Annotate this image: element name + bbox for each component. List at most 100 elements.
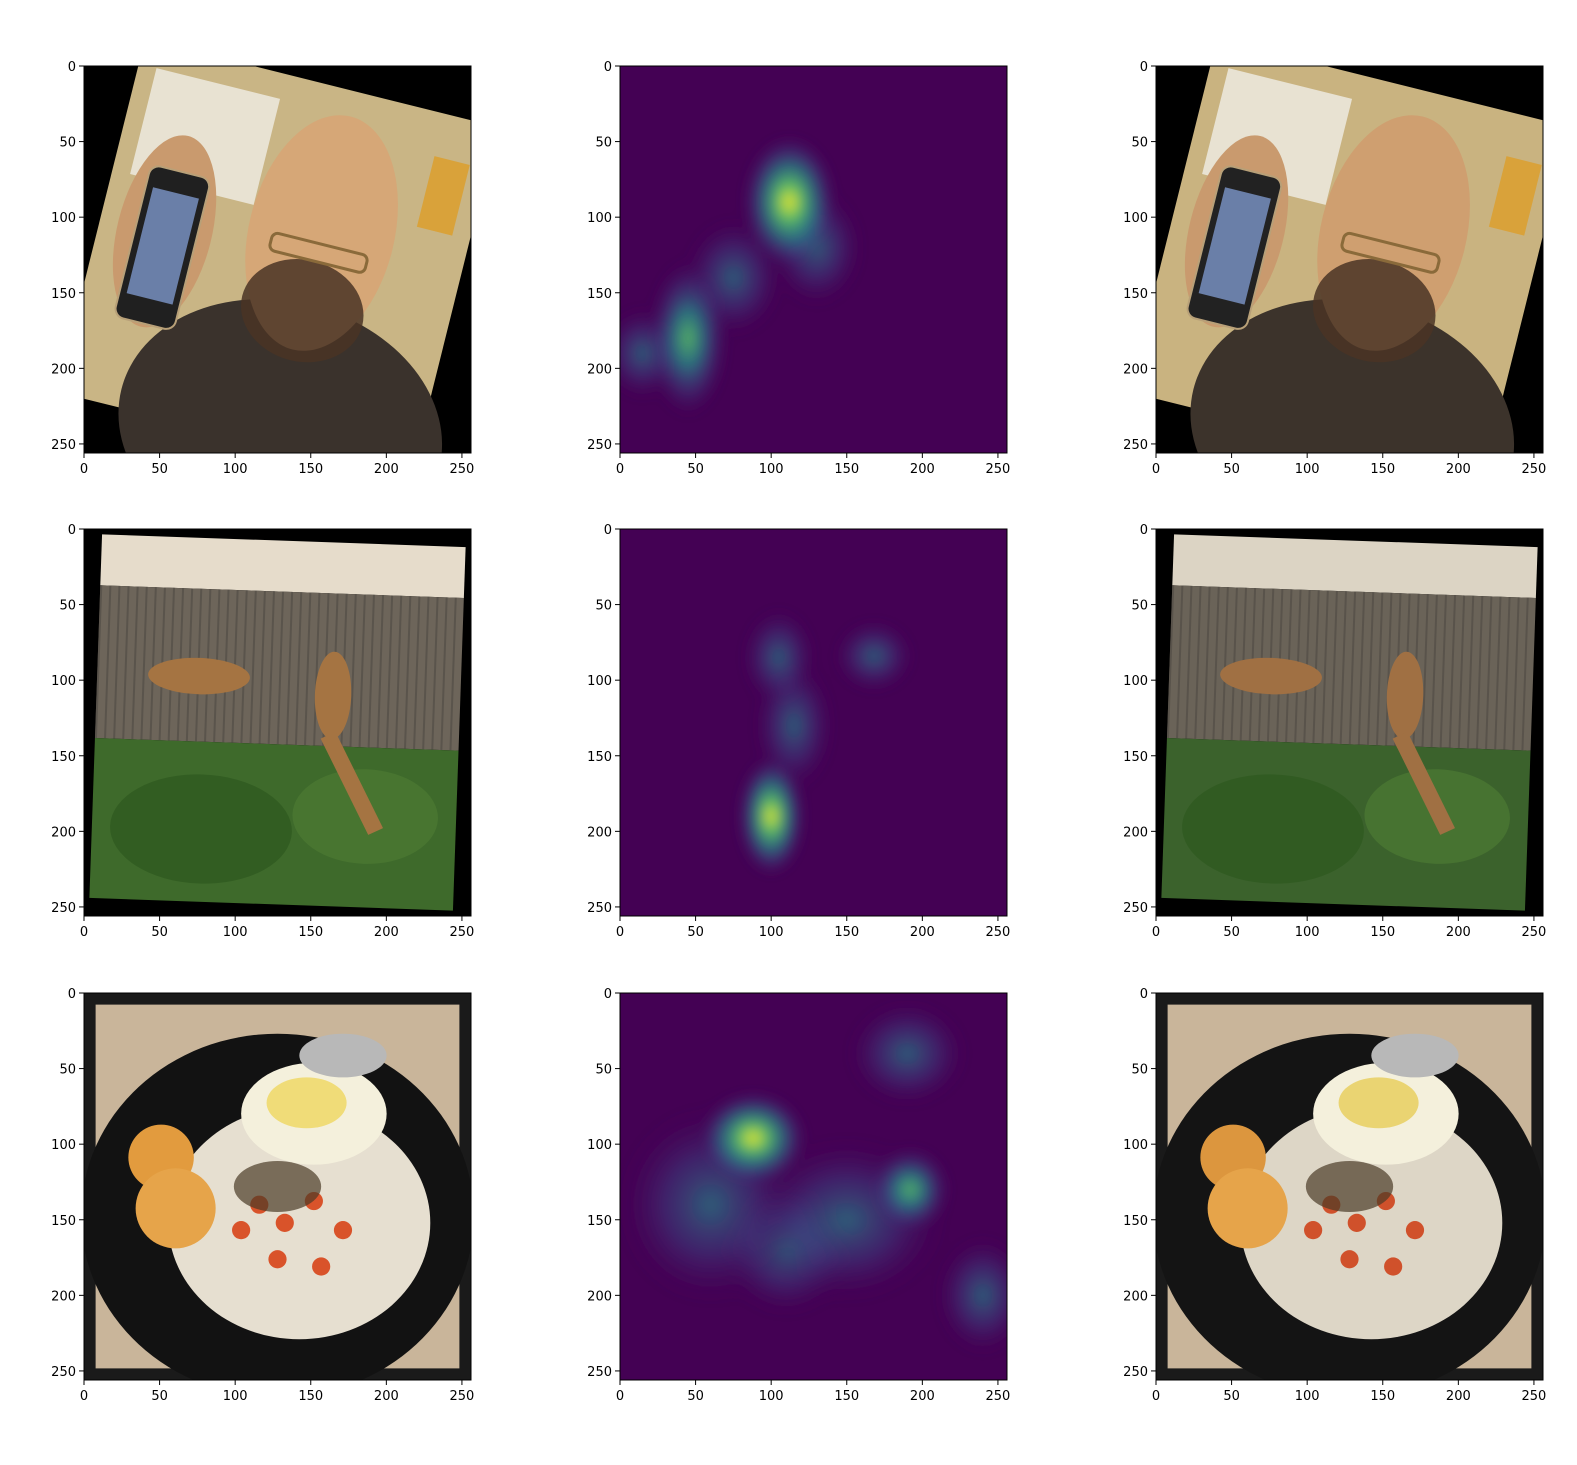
x-tick-label: 100	[1295, 462, 1320, 477]
y-tick-label: 200	[51, 1289, 76, 1304]
x-tick-label: 150	[1370, 1389, 1395, 1404]
x-tick-label: 50	[687, 462, 704, 477]
y-tick-label: 150	[1123, 1214, 1148, 1229]
y-tick-label: 200	[1123, 362, 1148, 377]
x-tick-label: 250	[986, 1389, 1011, 1404]
y-tick-label: 0	[1140, 60, 1148, 75]
y-tick-label: 200	[1123, 1289, 1148, 1304]
y-tick-label: 0	[604, 523, 612, 538]
y-tick-label: 200	[51, 825, 76, 840]
y-tick-label: 150	[51, 750, 76, 765]
panel-saliency-heatmap-row-1: 0 50 100 150 200 250 0 50 100 150 200 250	[587, 60, 1010, 477]
x-tick-label: 100	[1295, 1389, 1320, 1404]
x-tick-label: 50	[151, 925, 168, 940]
panel-augmented-image-row-1: 0 50 100 150 200 250 0 50 100 150 200 250	[51, 60, 474, 477]
x-tick-label: 200	[1446, 462, 1471, 477]
x-tick-label: 150	[298, 1389, 323, 1404]
y-tick-label: 100	[51, 1138, 76, 1153]
panel-saliency-heatmap-row-3: 0 50 100 150 200 250 0 50 100 150 200 250	[587, 987, 1011, 1404]
y-tick-label: 250	[51, 438, 76, 453]
x-tick-label: 100	[759, 462, 784, 477]
heat-blob	[870, 1146, 951, 1233]
x-tick-label: 250	[450, 1389, 475, 1404]
y-tick-label: 250	[587, 1365, 612, 1380]
y-tick-label: 50	[1131, 1063, 1148, 1078]
y-tick-label: 0	[1140, 523, 1148, 538]
x-tick-label: 150	[298, 462, 323, 477]
x-tick-label: 250	[1522, 925, 1547, 940]
x-tick-label: 200	[1446, 925, 1471, 940]
x-tick-label: 150	[834, 925, 859, 940]
y-tick-label: 200	[587, 1289, 612, 1304]
y-tick-label: 0	[68, 60, 76, 75]
panel-saliency-heatmap-row-2: 0 50 100 150 200 250 0 50 100 150 200 250	[587, 523, 1010, 940]
y-tick-label: 100	[1123, 1138, 1148, 1153]
x-tick-label: 50	[1223, 1389, 1240, 1404]
axes-frame	[83, 992, 472, 1381]
x-tick-label: 150	[298, 925, 323, 940]
heat-blob	[936, 1235, 1007, 1356]
y-tick-label: 150	[587, 287, 612, 302]
y-tick-label: 250	[51, 901, 76, 916]
heat-blob	[699, 1091, 807, 1185]
x-tick-label: 250	[1522, 1389, 1547, 1404]
y-tick-label: 100	[587, 211, 612, 226]
x-tick-label: 150	[834, 462, 859, 477]
axes-frame	[619, 65, 1008, 454]
y-tick-label: 0	[604, 987, 612, 1002]
heat-blob	[742, 607, 816, 708]
x-tick-label: 250	[1522, 462, 1547, 477]
x-tick-label: 0	[80, 1389, 88, 1404]
y-tick-label: 250	[51, 1365, 76, 1380]
panel-reconstructed-image-row-1: 0 50 100 150 200 250 0 50 100 150 200 250	[1123, 60, 1547, 477]
y-tick-label: 50	[595, 1063, 612, 1078]
x-tick-label: 150	[1370, 462, 1395, 477]
y-tick-label: 150	[587, 750, 612, 765]
y-tick-label: 100	[1123, 211, 1148, 226]
heat-blob	[834, 619, 914, 693]
x-tick-label: 50	[1223, 462, 1240, 477]
x-tick-label: 100	[223, 462, 248, 477]
y-tick-label: 200	[51, 362, 76, 377]
y-tick-label: 50	[1131, 599, 1148, 614]
y-tick-label: 250	[587, 901, 612, 916]
axes-frame	[1155, 65, 1544, 454]
heat-blob	[847, 1000, 968, 1107]
y-tick-label: 150	[51, 287, 76, 302]
heat-blob	[742, 135, 836, 269]
x-tick-label: 0	[616, 925, 624, 940]
y-tick-label: 100	[587, 674, 612, 689]
x-tick-label: 200	[374, 1389, 399, 1404]
y-tick-label: 50	[59, 599, 76, 614]
y-tick-label: 100	[51, 211, 76, 226]
y-tick-label: 100	[51, 674, 76, 689]
x-tick-label: 100	[1295, 925, 1320, 940]
heat-blob	[737, 756, 805, 877]
axes-frame	[1155, 992, 1544, 1381]
x-tick-label: 100	[759, 1389, 784, 1404]
x-tick-label: 150	[1370, 925, 1395, 940]
x-tick-label: 200	[374, 925, 399, 940]
axes-frame	[83, 528, 472, 917]
y-tick-label: 0	[1140, 987, 1148, 1002]
x-tick-label: 50	[1223, 925, 1240, 940]
x-tick-label: 200	[1446, 1389, 1471, 1404]
x-tick-label: 200	[910, 925, 935, 940]
panel-reconstructed-image-row-2: 0 50 100 150 200 250 0 50 100 150 200 250	[1123, 523, 1546, 940]
y-tick-label: 250	[1123, 438, 1148, 453]
x-tick-label: 200	[374, 462, 399, 477]
y-tick-label: 150	[587, 1214, 612, 1229]
y-tick-label: 250	[1123, 901, 1148, 916]
y-tick-label: 50	[59, 1063, 76, 1078]
x-tick-label: 0	[80, 925, 88, 940]
axes-frame	[619, 528, 1008, 917]
y-tick-label: 200	[587, 825, 612, 840]
axes-frame	[83, 65, 472, 454]
x-tick-label: 150	[834, 1389, 859, 1404]
y-tick-label: 100	[1123, 674, 1148, 689]
x-tick-label: 100	[223, 1389, 248, 1404]
y-tick-label: 100	[587, 1138, 612, 1153]
x-tick-label: 50	[687, 925, 704, 940]
x-tick-label: 100	[223, 925, 248, 940]
